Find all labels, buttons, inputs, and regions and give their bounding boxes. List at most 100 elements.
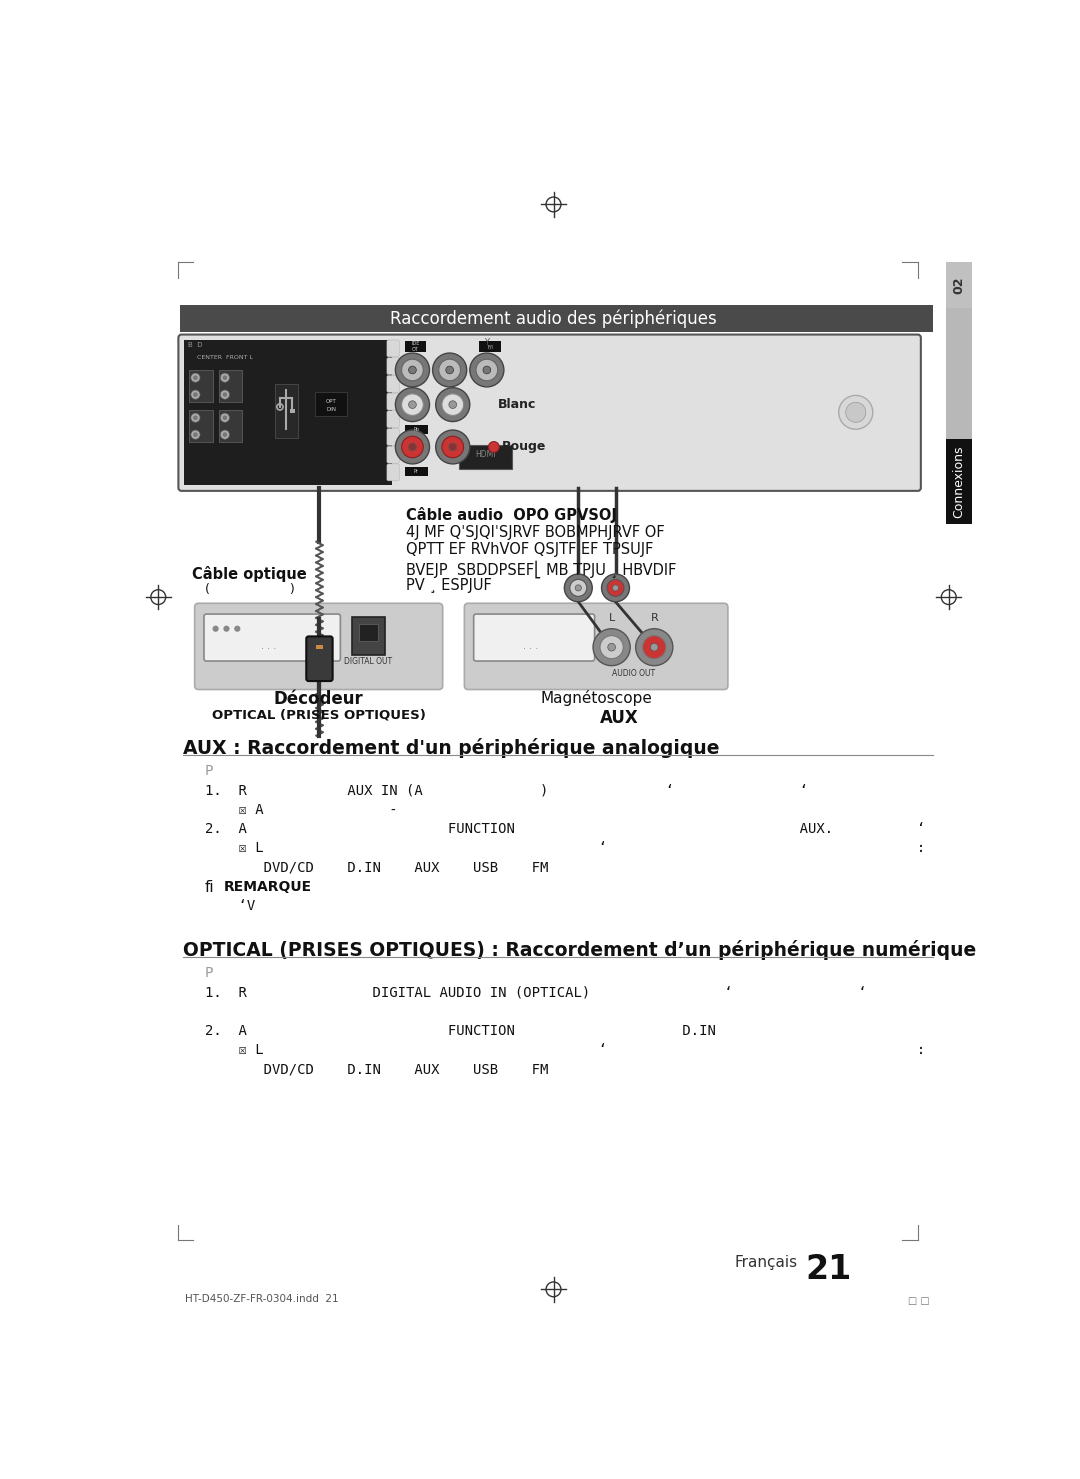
- Text: ☒ L                                        ‘                                    : ☒ L ‘: [205, 1043, 924, 1057]
- Circle shape: [191, 373, 200, 382]
- FancyBboxPatch shape: [387, 429, 400, 445]
- Circle shape: [402, 436, 423, 458]
- Bar: [480, 342, 501, 352]
- FancyBboxPatch shape: [178, 334, 921, 491]
- Text: 21: 21: [806, 1253, 852, 1287]
- Text: 2.  A                        FUNCTION                    D.IN: 2. A FUNCTION D.IN: [205, 1023, 716, 1038]
- Circle shape: [408, 444, 416, 451]
- Text: 2.  A                        FUNCTION                                  AUX.     : 2. A FUNCTION AUX.: [205, 822, 924, 836]
- Text: □ □: □ □: [908, 1296, 930, 1306]
- Text: Magnétoscope: Magnétoscope: [540, 689, 652, 705]
- Text: AUX : Raccordement d'un périphérique analogique: AUX : Raccordement d'un périphérique ana…: [183, 738, 719, 759]
- Circle shape: [220, 373, 230, 382]
- Text: Pr: Pr: [414, 469, 419, 475]
- Text: Câble optique: Câble optique: [192, 566, 307, 583]
- Text: BVEJP  SBDDPSEF⎣ MB TPJU ¸ HBVDIF: BVEJP SBDDPSEF⎣ MB TPJU ¸ HBVDIF: [406, 561, 677, 578]
- Circle shape: [220, 390, 230, 399]
- Circle shape: [193, 376, 198, 380]
- Text: OPTICAL (PRISES OPTIQUES): OPTICAL (PRISES OPTIQUES): [212, 708, 426, 722]
- Text: Câble audio  OPO GPVSOJ: Câble audio OPO GPVSOJ: [406, 507, 617, 524]
- Circle shape: [476, 359, 498, 380]
- Text: OPTICAL (PRISES OPTIQUES) : Raccordement d’un périphérique numérique: OPTICAL (PRISES OPTIQUES) : Raccordement…: [183, 939, 976, 960]
- Circle shape: [602, 574, 630, 602]
- Circle shape: [435, 430, 470, 464]
- FancyBboxPatch shape: [387, 376, 400, 392]
- Text: QPTT EF RVhVOF QSJTF EF TPSUJF: QPTT EF RVhVOF QSJTF EF TPSUJF: [406, 543, 653, 558]
- Text: 1.  R            AUX IN (A              )              ‘               ‘: 1. R AUX IN (A ) ‘ ‘: [205, 784, 808, 797]
- Text: Y: Y: [484, 339, 489, 348]
- Circle shape: [565, 574, 592, 602]
- Text: Raccordement audio des périphériques: Raccordement audio des périphériques: [390, 309, 717, 328]
- Bar: [459, 445, 512, 469]
- Text: HDMI: HDMI: [475, 450, 496, 458]
- Text: P: P: [205, 966, 213, 981]
- Text: L: L: [608, 614, 615, 623]
- Bar: [315, 645, 323, 649]
- Bar: [291, 410, 295, 413]
- Bar: [946, 478, 972, 524]
- FancyBboxPatch shape: [194, 603, 443, 689]
- Circle shape: [576, 584, 581, 592]
- Bar: [405, 342, 427, 352]
- Circle shape: [193, 392, 198, 396]
- Text: fi: fi: [205, 880, 214, 895]
- Bar: [189, 370, 213, 402]
- Circle shape: [213, 626, 218, 632]
- Text: Rouge: Rouge: [502, 441, 546, 454]
- Circle shape: [395, 430, 430, 464]
- Circle shape: [607, 580, 624, 596]
- Circle shape: [193, 416, 198, 420]
- Circle shape: [222, 376, 227, 380]
- Text: . . .: . . .: [523, 640, 538, 651]
- FancyBboxPatch shape: [387, 464, 400, 481]
- Circle shape: [222, 432, 227, 436]
- Circle shape: [191, 430, 200, 439]
- Circle shape: [402, 359, 423, 380]
- Circle shape: [433, 353, 467, 387]
- Bar: [180, 305, 933, 333]
- Circle shape: [446, 367, 454, 374]
- Bar: [189, 410, 213, 442]
- Circle shape: [449, 444, 457, 451]
- Circle shape: [435, 387, 470, 422]
- Text: AUDIO OUT: AUDIO OUT: [611, 669, 654, 677]
- Bar: [946, 262, 972, 478]
- Bar: [314, 392, 348, 416]
- Circle shape: [570, 580, 586, 596]
- Circle shape: [650, 643, 658, 651]
- Bar: [946, 439, 972, 524]
- Text: DVD/CD    D.IN    AUX    USB    FM: DVD/CD D.IN AUX USB FM: [205, 1062, 549, 1077]
- Text: P: P: [205, 765, 213, 778]
- Circle shape: [438, 359, 460, 380]
- Text: Décodeur: Décodeur: [274, 689, 364, 707]
- FancyBboxPatch shape: [387, 358, 400, 374]
- Circle shape: [220, 430, 230, 439]
- Circle shape: [449, 401, 457, 408]
- Circle shape: [593, 629, 631, 666]
- Text: ‘V: ‘V: [205, 899, 255, 913]
- Text: DIN: DIN: [326, 407, 336, 413]
- Circle shape: [612, 584, 619, 592]
- Circle shape: [193, 432, 198, 436]
- Text: ☒ A               -: ☒ A -: [205, 803, 397, 816]
- FancyBboxPatch shape: [387, 411, 400, 427]
- Circle shape: [220, 413, 230, 423]
- Circle shape: [222, 416, 227, 420]
- Text: Connexions: Connexions: [953, 445, 966, 518]
- Bar: [405, 467, 428, 476]
- Text: 1.  R               DIGITAL AUDIO IN (OPTICAL)                ‘               ‘: 1. R DIGITAL AUDIO IN (OPTICAL) ‘ ‘: [205, 985, 866, 1000]
- Circle shape: [608, 643, 616, 651]
- Text: OPT: OPT: [326, 399, 337, 404]
- Text: DVD/CD    D.IN    AUX    USB    FM: DVD/CD D.IN AUX USB FM: [205, 861, 549, 874]
- FancyBboxPatch shape: [474, 614, 595, 661]
- Text: CENTER  FRONT L: CENTER FRONT L: [197, 355, 253, 361]
- FancyBboxPatch shape: [307, 636, 333, 680]
- Bar: [218, 410, 242, 442]
- Text: 02: 02: [953, 277, 966, 294]
- Circle shape: [191, 390, 200, 399]
- Circle shape: [846, 402, 866, 423]
- Circle shape: [839, 395, 873, 429]
- Circle shape: [470, 353, 504, 387]
- FancyBboxPatch shape: [387, 447, 400, 463]
- Text: Blanc: Blanc: [498, 398, 536, 411]
